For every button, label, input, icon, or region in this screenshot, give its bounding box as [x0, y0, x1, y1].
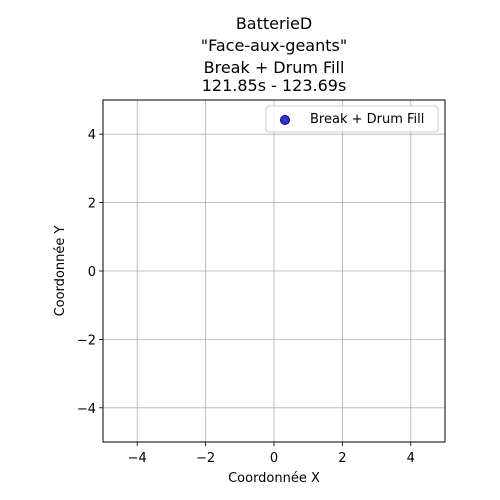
legend-label: Break + Drum Fill	[310, 112, 424, 127]
chart-title-line-1: BatterieD	[236, 14, 312, 33]
x-tick-label: −2	[196, 451, 215, 466]
chart-title-line-2: "Face-aux-geants"	[201, 36, 347, 55]
legend-marker	[280, 115, 290, 125]
legend-box	[265, 105, 439, 133]
y-tick-label: −2	[77, 333, 96, 348]
chart-title-line-4: 121.85s - 123.69s	[202, 76, 347, 95]
y-tick-label: 4	[88, 128, 96, 143]
x-tick-label: 0	[270, 451, 278, 466]
x-tick-label: 4	[407, 451, 415, 466]
grid-lines	[103, 100, 445, 442]
y-tick-label: 0	[88, 265, 96, 280]
x-tick-label: 2	[338, 451, 346, 466]
y-tick-label: 2	[88, 197, 96, 212]
x-tick-label: −4	[128, 451, 147, 466]
y-tick-label: −4	[77, 402, 96, 417]
y-axis-label: Coordonnée Y	[53, 226, 68, 317]
chart-title-line-3: Break + Drum Fill	[204, 58, 345, 77]
axis-ticks: −4 −2 0 2 4 −4 −2 0 2 4	[77, 128, 415, 466]
x-axis-label: Coordonnée X	[228, 471, 320, 486]
legend: Break + Drum Fill	[265, 105, 439, 133]
